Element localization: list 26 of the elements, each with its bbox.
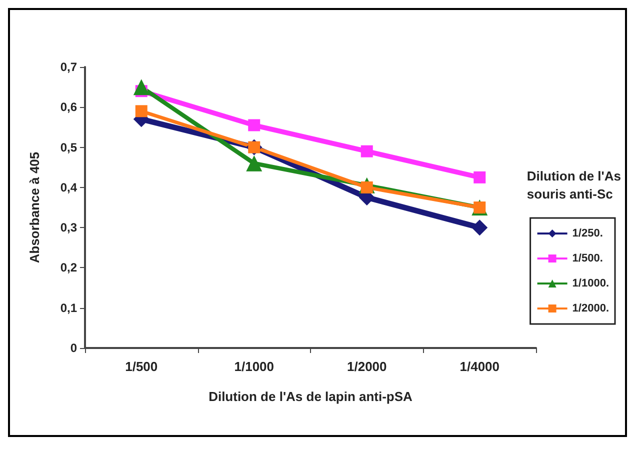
point (474, 171, 486, 184)
x-tick-label: 1/4000 (460, 359, 500, 374)
legend-label: 1/500. (572, 252, 603, 264)
y-tick-label: 0,2 (60, 260, 78, 275)
point (248, 119, 260, 132)
x-axis-title: Dilution de l'As de lapin anti-pSA (208, 389, 414, 404)
y-tick-label: 0 (70, 341, 78, 355)
legend-label: 1/2000. (572, 302, 609, 314)
x-tick-label: 1/500 (125, 359, 158, 374)
y-tick-label: 0,5 (60, 140, 78, 154)
x-tick-label: 1/2000 (346, 359, 387, 374)
point (133, 79, 150, 96)
point (472, 220, 488, 236)
legend-title: Dilution de l'As souris anti-Sc (526, 168, 621, 202)
y-tick-label: 0,6 (60, 100, 78, 114)
point (135, 105, 148, 118)
y-tick-label: 0,1 (60, 300, 78, 315)
legend-label: 1/1000. (572, 278, 609, 290)
y-tick-label: 0,7 (60, 60, 78, 74)
y-tick-label: 0,4 (60, 180, 78, 194)
y-axis-title: Absorbance à 405 (27, 152, 42, 264)
legend-label: 1/250. (572, 228, 603, 240)
x-tick-label: 1/1000 (234, 359, 274, 374)
y-tick-label: 0,3 (60, 220, 78, 235)
point (246, 155, 262, 172)
point (360, 145, 373, 158)
